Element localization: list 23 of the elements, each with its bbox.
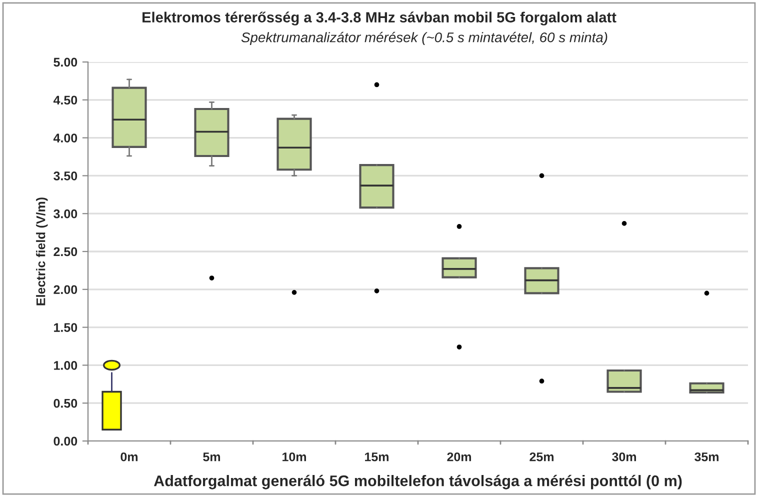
y-axis-title: Electric field (V/m) (36, 198, 48, 306)
x-tick-label: 25m (530, 452, 554, 462)
x-tick-label: 0m (120, 452, 138, 462)
x-tick-label: 20m (447, 452, 471, 462)
chart-subtitle: Spektrumanalizátor mérések (~0.5 s mintavétel, 60 s minta) (241, 32, 608, 46)
y-tick-label: 4.00 (53, 134, 78, 142)
x-tick-label: 10m (282, 452, 306, 462)
y-tick-label: 4.50 (53, 96, 78, 105)
x-tick-label: 35m (694, 452, 718, 462)
y-tick-label: 0.50 (54, 398, 78, 408)
y-tick-label: 1.00 (54, 361, 78, 370)
y-tick-label: 5.00 (54, 58, 78, 67)
y-tick-label: 3.50 (54, 172, 78, 180)
y-tick-label: 0.00 (54, 436, 78, 446)
y-tick-label: 2.00 (54, 285, 78, 294)
x-axis-title: Adatforgalmat generáló 5G mobiltelefon távolsága a mérési ponttól (0 m) (154, 474, 682, 490)
x-tick-label: 15m (365, 452, 388, 462)
chart-title: Elektromos térerősség a 3.4-3.8 MHz sávban mobil 5G forgalom alatt (142, 12, 616, 26)
y-tick-label: 3.00 (54, 209, 78, 218)
y-tick-label: 2.50 (54, 247, 78, 256)
y-tick-label: 1.50 (54, 323, 78, 332)
x-tick-label: 5m (203, 452, 220, 462)
x-tick-label: 30m (612, 452, 636, 462)
